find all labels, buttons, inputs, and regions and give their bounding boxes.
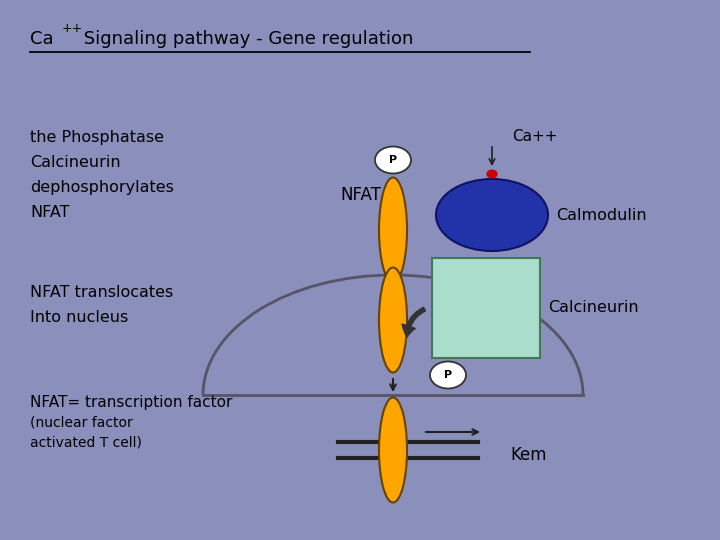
Text: Calmodulin: Calmodulin	[556, 207, 647, 222]
Circle shape	[430, 361, 466, 388]
Text: Calcineurin: Calcineurin	[30, 155, 121, 170]
Ellipse shape	[379, 267, 407, 373]
Text: P: P	[444, 370, 452, 380]
Ellipse shape	[379, 178, 407, 282]
Text: (nuclear factor: (nuclear factor	[30, 415, 132, 429]
FancyArrowPatch shape	[402, 307, 426, 337]
Text: P: P	[389, 155, 397, 165]
Text: dephosphorylates: dephosphorylates	[30, 180, 174, 195]
Text: activated T cell): activated T cell)	[30, 435, 142, 449]
Text: Ca++: Ca++	[512, 129, 557, 144]
Text: Calcineurin: Calcineurin	[548, 300, 639, 315]
Text: NFAT translocates: NFAT translocates	[30, 285, 174, 300]
Text: NFAT: NFAT	[340, 186, 381, 204]
Circle shape	[487, 170, 497, 178]
Circle shape	[375, 146, 411, 173]
Text: Kem: Kem	[510, 446, 546, 464]
Text: NFAT= transcription factor: NFAT= transcription factor	[30, 395, 233, 410]
Text: NFAT: NFAT	[30, 205, 70, 220]
Text: Into nucleus: Into nucleus	[30, 310, 128, 325]
Bar	[432, 258, 540, 358]
Ellipse shape	[436, 179, 548, 251]
Text: Ca: Ca	[30, 30, 53, 48]
Text: ++: ++	[62, 22, 84, 35]
Text: the Phosphatase: the Phosphatase	[30, 130, 164, 145]
Text: Signaling pathway - Gene regulation: Signaling pathway - Gene regulation	[78, 30, 413, 48]
Ellipse shape	[379, 397, 407, 503]
